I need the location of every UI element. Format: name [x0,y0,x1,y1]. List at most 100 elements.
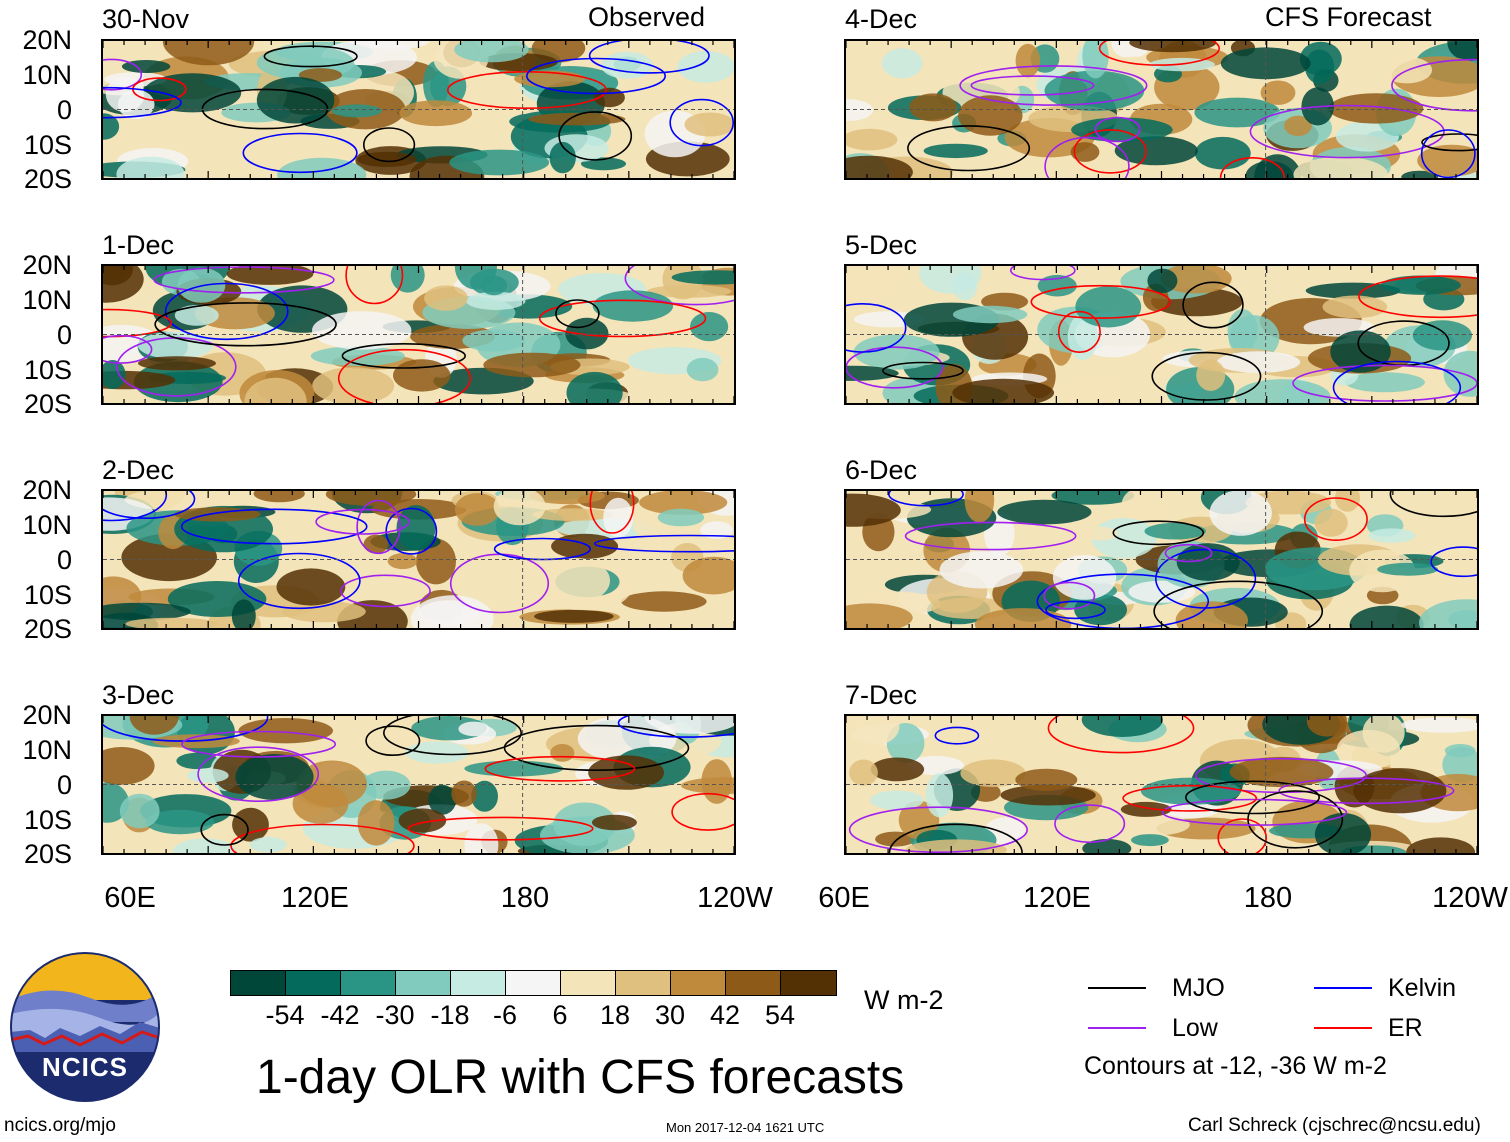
olr-anomaly-blob [483,352,581,378]
wave-contour [340,574,431,608]
panel-date-label: 3-Dec [102,680,175,710]
colorbar-tick: -18 [430,1000,470,1030]
olr-anomaly-blob [952,305,1028,324]
wave-contour [538,299,707,338]
olr-anomaly-blob [846,155,913,178]
olr-anomaly-blob [952,378,1055,403]
wave-contour [345,266,404,305]
olr-anomaly-blob [256,76,335,124]
olr-anomaly-blob [639,491,728,515]
olr-anomaly-blob [186,768,229,783]
olr-anomaly-blob [1015,43,1041,78]
olr-anomaly-blob [1322,295,1388,319]
olr-anomaly-blob [1362,716,1405,753]
olr-anomaly-blob [686,357,719,382]
olr-anomaly-blob [462,329,526,352]
olr-anomaly-blob [145,809,215,835]
olr-field [103,266,734,403]
olr-anomaly-blob [1209,491,1272,536]
colorbar-tick: 54 [764,1000,796,1030]
olr-anomaly-blob [162,41,255,66]
olr-anomaly-blob [464,823,499,853]
olr-anomaly-blob [312,311,412,350]
colorbar-swatch [726,971,781,995]
olr-anomaly-blob [684,112,734,137]
olr-anomaly-blob [881,48,923,79]
olr-anomaly-blob [471,780,498,812]
lat-label: 20S [23,164,72,194]
wave-contour [503,724,690,771]
lat-label: 10S [23,130,72,160]
olr-anomaly-blob [870,757,925,782]
wave-contour [363,127,416,163]
colorbar-swatch [506,971,561,995]
lat-label: 10S [23,805,72,835]
olr-anomaly-blob [331,104,382,118]
olr-anomaly-blob [1368,528,1416,543]
olr-anomaly-blob [870,790,924,810]
olr-anomaly-blob [312,367,395,403]
wave-contour [181,730,337,758]
lon-label: 180 [1243,882,1293,914]
olr-anomaly-blob [939,551,1024,589]
lat-label: 10N [22,735,72,765]
wave-contour [1219,157,1285,178]
colorbar [230,970,837,996]
olr-anomaly-blob [428,784,457,815]
lat-label: 20S [23,839,72,869]
olr-anomaly-blob [875,831,916,847]
wave-contour [1292,364,1477,402]
olr-anomaly-blob [1121,491,1171,524]
olr-anomaly-blob [396,505,436,551]
olr-field [103,716,734,853]
wave-contour [959,65,1148,106]
olr-anomaly-blob [449,149,550,176]
olr-anomaly-blob [591,814,637,831]
olr-anomaly-blob [458,721,490,737]
panel-date-label: 1-Dec [102,230,175,260]
olr-field [103,491,734,628]
olr-anomaly-blob [647,284,732,298]
olr-anomaly-blob [393,359,451,392]
olr-anomaly-blob [1194,136,1251,170]
olr-anomaly-blob [173,838,237,853]
olr-anomaly-blob [493,491,546,526]
olr-anomaly-blob [1081,526,1118,541]
lon-label: 60E [104,882,156,914]
olr-map-panel [101,489,736,630]
wave-contour [237,552,361,610]
lat-label: 10N [22,285,72,315]
olr-anomaly-blob [103,602,191,621]
wave-contour [337,348,472,403]
observed-title: Observed [588,2,706,32]
olr-anomaly-blob [682,556,734,595]
legend-line-kelvin [1314,987,1372,989]
ncics-logo: NCICS [10,952,160,1102]
olr-anomaly-blob [1345,372,1425,393]
olr-anomaly-blob [143,73,242,113]
lon-label: 180 [500,882,550,914]
colorbar-tick: -6 [492,1000,518,1030]
wave-contour [1153,580,1324,628]
olr-anomaly-blob [846,266,906,305]
olr-anomaly-blob [1160,266,1232,294]
olr-anomaly-blob [454,493,500,526]
colorbar-tick: -54 [265,1000,305,1030]
olr-anomaly-blob [1260,80,1296,105]
olr-anomaly-blob [1412,320,1472,351]
olr-anomaly-blob [846,493,901,527]
colorbar-tick: 30 [654,1000,686,1030]
olr-anomaly-blob [103,266,144,303]
lon-label: 120W [697,882,773,914]
olr-anomaly-blob [1353,768,1447,814]
wave-contour [671,792,734,831]
wave-contour [385,507,438,555]
olr-anomaly-blob [534,609,614,623]
footer-url[interactable]: ncics.org/mjo [4,1115,116,1136]
olr-anomaly-blob [125,617,218,628]
colorbar-swatch [286,971,341,995]
lat-label: 10S [23,580,72,610]
wave-contour [1332,360,1462,403]
footer-timestamp: Mon 2017-12-04 1621 UTC [666,1120,825,1135]
wave-contour [200,813,249,846]
